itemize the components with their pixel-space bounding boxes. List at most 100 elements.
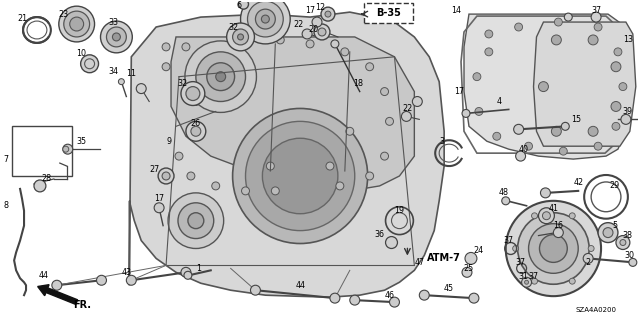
Circle shape: [621, 115, 631, 124]
Circle shape: [543, 212, 550, 220]
Circle shape: [341, 48, 349, 56]
Circle shape: [385, 237, 397, 249]
Circle shape: [162, 172, 170, 180]
Circle shape: [241, 0, 290, 44]
Text: 38: 38: [623, 231, 633, 240]
Text: 1: 1: [196, 264, 202, 273]
Circle shape: [462, 267, 472, 277]
Circle shape: [515, 23, 523, 31]
Text: 23: 23: [59, 10, 69, 19]
Circle shape: [212, 182, 220, 190]
Text: 12: 12: [315, 3, 325, 12]
Circle shape: [475, 108, 483, 115]
Text: 16: 16: [554, 221, 563, 230]
Circle shape: [250, 285, 260, 295]
Text: 39: 39: [623, 107, 633, 116]
Circle shape: [162, 63, 170, 71]
Circle shape: [186, 86, 200, 100]
Circle shape: [312, 17, 322, 27]
Text: 43: 43: [122, 268, 131, 277]
Circle shape: [588, 126, 598, 136]
Text: 5: 5: [612, 221, 618, 230]
Circle shape: [611, 62, 621, 72]
Circle shape: [381, 152, 388, 160]
Circle shape: [136, 84, 146, 93]
Text: 24: 24: [474, 246, 484, 255]
Circle shape: [232, 108, 367, 243]
Circle shape: [554, 228, 563, 238]
Circle shape: [182, 43, 190, 51]
Text: 18: 18: [353, 79, 363, 88]
Text: 8: 8: [4, 201, 9, 210]
Circle shape: [241, 187, 250, 195]
Circle shape: [262, 138, 338, 214]
Circle shape: [81, 55, 99, 73]
Circle shape: [569, 278, 575, 284]
Circle shape: [331, 40, 339, 48]
Circle shape: [381, 88, 388, 96]
Text: 26: 26: [191, 119, 201, 128]
FancyArrow shape: [38, 285, 77, 304]
Text: 48: 48: [499, 189, 509, 197]
Circle shape: [598, 223, 618, 242]
Circle shape: [178, 203, 214, 239]
Circle shape: [350, 295, 360, 305]
Circle shape: [325, 11, 331, 17]
Text: ATM-7: ATM-7: [428, 253, 461, 263]
Circle shape: [207, 63, 235, 91]
Circle shape: [185, 41, 257, 112]
Circle shape: [302, 29, 312, 39]
Circle shape: [162, 43, 170, 51]
Text: 17: 17: [305, 6, 315, 15]
Circle shape: [168, 193, 223, 249]
Circle shape: [336, 182, 344, 190]
Text: 13: 13: [623, 35, 633, 44]
Text: 3: 3: [440, 137, 445, 146]
Text: 47: 47: [414, 258, 424, 267]
Text: 7: 7: [4, 155, 9, 164]
Text: 19: 19: [394, 206, 404, 215]
Text: 44: 44: [39, 271, 49, 280]
Circle shape: [540, 188, 550, 198]
Circle shape: [186, 121, 206, 141]
Circle shape: [514, 124, 524, 134]
Text: 37: 37: [591, 6, 601, 15]
Circle shape: [532, 278, 538, 284]
Circle shape: [538, 208, 554, 224]
Circle shape: [616, 235, 630, 249]
Circle shape: [513, 246, 518, 251]
Circle shape: [191, 126, 201, 136]
Circle shape: [113, 33, 120, 41]
Circle shape: [239, 0, 248, 9]
Circle shape: [63, 146, 68, 152]
Circle shape: [525, 142, 532, 150]
Circle shape: [314, 24, 330, 40]
Circle shape: [485, 48, 493, 56]
Text: 36: 36: [374, 230, 385, 239]
Text: 25: 25: [464, 264, 474, 273]
Circle shape: [569, 213, 575, 219]
Text: 45: 45: [444, 284, 454, 293]
Text: SZA4A0200: SZA4A0200: [575, 307, 616, 313]
Circle shape: [591, 12, 601, 22]
Text: 22: 22: [403, 104, 413, 113]
Text: 41: 41: [548, 204, 558, 213]
Bar: [12, 126, 72, 176]
Text: B-35: B-35: [376, 8, 401, 18]
Polygon shape: [534, 22, 636, 146]
Text: 6: 6: [236, 1, 241, 10]
Circle shape: [518, 213, 589, 284]
Circle shape: [469, 293, 479, 303]
Text: 17: 17: [154, 194, 164, 203]
Circle shape: [522, 277, 532, 287]
Circle shape: [401, 111, 412, 121]
Text: 28: 28: [42, 174, 52, 183]
Circle shape: [462, 109, 470, 117]
Circle shape: [525, 280, 529, 284]
Text: 40: 40: [518, 145, 529, 154]
Circle shape: [365, 172, 374, 180]
Circle shape: [237, 38, 244, 46]
Circle shape: [318, 28, 326, 36]
Circle shape: [261, 15, 269, 23]
Text: 37: 37: [516, 258, 525, 267]
